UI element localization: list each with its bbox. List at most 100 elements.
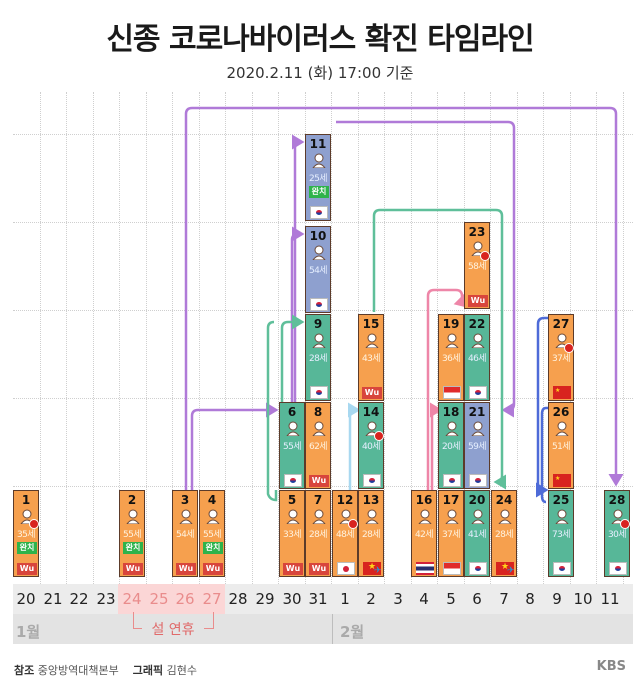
case-card-4[interactable]: 4 55세 완치 Wu (199, 490, 225, 577)
korea-flag-icon (469, 386, 487, 399)
holiday-highlight (118, 584, 225, 614)
singapore-flag-icon (443, 562, 461, 575)
case-card-6[interactable]: 6 55세 (279, 402, 305, 489)
patient-face-icon (312, 509, 326, 524)
patient-face-icon (365, 333, 379, 348)
patient-face-icon (471, 421, 485, 436)
case-card-2[interactable]: 2 55세 완치 Wu (119, 490, 145, 577)
korea-flag-icon (469, 474, 487, 487)
date-label: 5 (446, 590, 456, 608)
case-card-23[interactable]: 23 58세 Wu (464, 222, 490, 309)
arrow-11-to-21 (336, 120, 516, 418)
patient-face-icon (471, 333, 485, 348)
kbs-logo: KBS (596, 659, 626, 674)
case-card-24[interactable]: 24 28세 ★ ✈ (491, 490, 517, 577)
patient-face-icon (365, 509, 379, 524)
page-title: 신종 코로나바이러스 확진 타임라인 (106, 22, 534, 57)
case-card-13[interactable]: 13 28세 ★ ✈ (358, 490, 384, 577)
wuhan-badge: Wu (176, 563, 196, 575)
korea-flag-icon (310, 298, 328, 311)
date-label: 20 (16, 590, 36, 608)
date-label: 7 (499, 590, 509, 608)
recovered-badge: 완치 (123, 542, 143, 554)
china-flag-icon (480, 251, 490, 261)
date-label: 9 (552, 590, 562, 608)
date-label: 1 (340, 590, 350, 608)
date-label: 24 (122, 590, 142, 608)
arrow-26-to-25 (540, 406, 548, 504)
wuhan-badge: Wu (203, 563, 223, 575)
korea-flag-icon (310, 206, 328, 219)
korea-flag-icon (284, 474, 302, 487)
date-label: 31 (308, 590, 328, 608)
case-card-19[interactable]: 19 36세 (438, 314, 464, 401)
date-label: 28 (228, 590, 248, 608)
airplane-icon: ✈ (374, 566, 382, 576)
arrow-12-to-14 (348, 402, 361, 490)
month-label-jan: 1월 (16, 623, 41, 641)
case-card-26[interactable]: 26 51세 ★ (548, 402, 574, 489)
patient-face-icon (498, 509, 512, 524)
wuhan-badge: Wu (309, 475, 329, 487)
patient-face-icon (312, 333, 326, 348)
china-flag-icon: ★ (553, 386, 571, 399)
vietnam-flag-icon: ★ (363, 562, 381, 575)
wuhan-badge: Wu (309, 563, 329, 575)
case-card-9[interactable]: 9 28세 (305, 314, 331, 401)
date-label: 25 (149, 590, 169, 608)
case-card-1[interactable]: 1 35세 완치 Wu (13, 490, 39, 577)
case-card-28[interactable]: 28 30세 (604, 490, 630, 577)
wuhan-badge: Wu (362, 387, 382, 399)
date-label: 30 (282, 590, 302, 608)
wuhan-badge: Wu (283, 563, 303, 575)
case-card-11[interactable]: 11 25세 완치 (305, 134, 331, 221)
korea-flag-icon (310, 386, 328, 399)
case-card-10[interactable]: 10 54세 (305, 226, 331, 313)
vietnam-flag-icon: ★ (496, 562, 514, 575)
case-card-22[interactable]: 22 46세 (464, 314, 490, 401)
patient-face-icon (555, 509, 569, 524)
patient-face-icon (445, 421, 459, 436)
arrow-16-to-22 (426, 288, 468, 490)
patient-face-icon (286, 421, 300, 436)
case-card-5[interactable]: 5 33세 Wu (279, 490, 305, 577)
date-label: 23 (96, 590, 116, 608)
case-card-17[interactable]: 17 37세 (438, 490, 464, 577)
case-card-16[interactable]: 16 42세 (411, 490, 437, 577)
patient-face-icon (312, 245, 326, 260)
date-axis (13, 584, 633, 614)
footer-credits: 참조 중앙방역대책본부 그래픽 김현수 (14, 664, 197, 677)
japan-flag-icon (337, 562, 355, 575)
case-card-25[interactable]: 25 73세 (548, 490, 574, 577)
thailand-flag-icon (416, 562, 434, 575)
arrow-3-to-6 (190, 402, 279, 490)
patient-face-icon (445, 509, 459, 524)
korea-flag-icon (443, 474, 461, 487)
case-card-27[interactable]: 27 37세 ★ (548, 314, 574, 401)
patient-face-icon (418, 509, 432, 524)
case-card-14[interactable]: 14 40세 (358, 402, 384, 489)
case-card-8[interactable]: 8 62세 Wu (305, 402, 331, 489)
date-label: 4 (419, 590, 429, 608)
patient-face-icon (179, 509, 193, 524)
korea-flag-icon (553, 562, 571, 575)
page-subtitle: 2020.2.11 (화) 17:00 기준 (226, 64, 414, 82)
case-card-21[interactable]: 21 59세 (464, 402, 490, 489)
case-card-12[interactable]: 12 48세 (332, 490, 358, 577)
case-card-7[interactable]: 7 28세 Wu (305, 490, 331, 577)
china-flag-icon (29, 519, 39, 529)
wuhan-badge: Wu (17, 563, 37, 575)
case-card-18[interactable]: 18 20세 (438, 402, 464, 489)
case-card-15[interactable]: 15 43세 Wu (358, 314, 384, 401)
case-card-3[interactable]: 3 54세 Wu (172, 490, 198, 577)
china-flag-icon (348, 519, 358, 529)
recovered-badge: 완치 (309, 186, 329, 198)
patient-face-icon (206, 509, 220, 524)
wuhan-badge: Wu (468, 295, 488, 307)
case-card-20[interactable]: 20 41세 (464, 490, 490, 577)
singapore-flag-icon (443, 386, 461, 399)
china-flag-icon (564, 343, 574, 353)
korea-flag-icon (609, 562, 627, 575)
date-label: 11 (600, 590, 620, 608)
